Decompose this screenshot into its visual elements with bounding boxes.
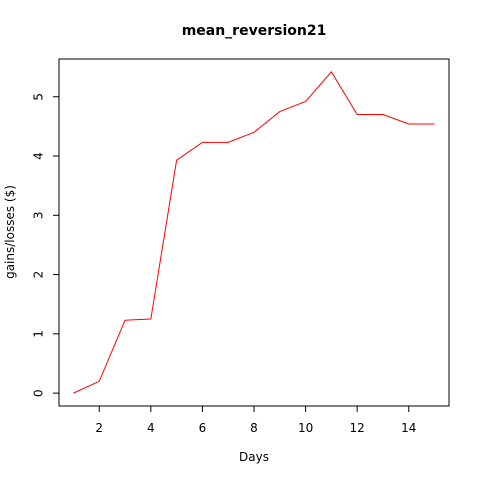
y-tick-label: 2	[32, 271, 46, 279]
x-tick-label: 14	[401, 421, 416, 435]
series-line	[73, 71, 435, 394]
x-tick-label: 12	[350, 421, 365, 435]
x-axis: 2 4 6 8 10 12 14	[95, 406, 416, 435]
y-tick-label: 5	[32, 93, 46, 101]
plot-frame	[58, 58, 450, 407]
series-layer	[73, 71, 435, 394]
y-tick-label: 0	[32, 389, 46, 397]
x-tick-label: 6	[199, 421, 207, 435]
y-tick-label: 3	[32, 211, 46, 219]
y-axis-label: gains/losses ($)	[3, 185, 17, 279]
x-tick-label: 8	[250, 421, 258, 435]
y-tick-label: 4	[32, 152, 46, 160]
x-tick-label: 2	[95, 421, 103, 435]
x-tick-label: 4	[147, 421, 155, 435]
x-tick-label: 10	[298, 421, 313, 435]
y-axis: 0 1 2 3 4 5	[32, 93, 59, 397]
chart-title: mean_reversion21	[182, 23, 327, 39]
x-axis-label: Days	[239, 450, 269, 464]
y-tick-label: 1	[32, 330, 46, 338]
